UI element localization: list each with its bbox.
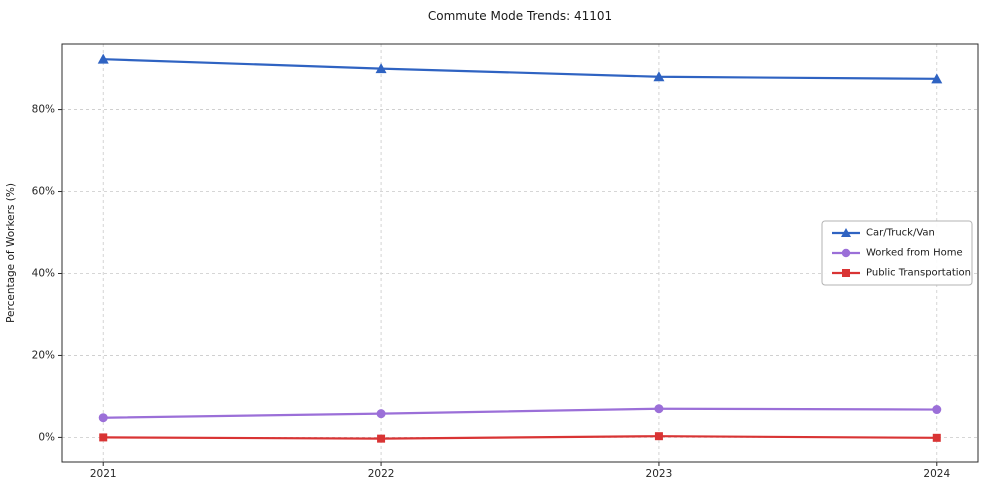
data-marker-circle: [98, 413, 108, 423]
series-public-transportation: [99, 432, 941, 443]
legend-marker-circle: [841, 248, 851, 258]
series-line: [102, 435, 938, 440]
data-marker-circle: [932, 405, 942, 415]
data-marker-circle: [376, 409, 386, 419]
legend-entry: Car/Truck/Van: [832, 228, 935, 239]
axes-border: [61, 43, 979, 463]
series-line: [102, 58, 938, 80]
plot-area: 0% 20% 40% 60% 80% 2021 2022 2023 2024 Car/Truck/…: [32, 43, 979, 480]
axes-ticks: 0% 20% 40% 60% 80% 2021 2022 2023 2024: [32, 104, 951, 480]
data-marker-square: [932, 433, 941, 442]
y-tick-label: 0%: [38, 431, 55, 443]
series-line: [102, 407, 938, 419]
legend-entry: Public Transportation: [832, 268, 971, 279]
series-car-truck-van: [97, 53, 943, 84]
data-marker-triangle: [375, 63, 387, 74]
y-tick-label: 80%: [32, 104, 55, 116]
x-tick-label: 2022: [368, 468, 395, 480]
legend-label: Worked from Home: [866, 248, 963, 259]
y-axis-label: Percentage of Workers (%): [5, 183, 17, 323]
chart-title: Commute Mode Trends: 41101: [428, 9, 612, 23]
data-marker-square: [99, 433, 108, 442]
data-marker-triangle: [653, 71, 665, 82]
legend: Car/Truck/Van Worked from Home Public Tran…: [821, 220, 973, 286]
gridlines: [62, 44, 978, 462]
legend-box: [821, 220, 973, 286]
data-marker-square: [377, 434, 386, 443]
y-tick-label: 60%: [32, 186, 55, 198]
y-tick-label: 20%: [32, 349, 55, 361]
x-tick-label: 2024: [923, 468, 950, 480]
legend-marker-square: [842, 269, 850, 277]
data-marker-triangle: [97, 53, 109, 64]
y-tick-label: 40%: [32, 267, 55, 279]
data-marker-circle: [654, 404, 664, 414]
series-worked-from-home: [98, 404, 942, 423]
legend-label: Car/Truck/Van: [866, 228, 935, 239]
x-tick-label: 2021: [90, 468, 117, 480]
x-tick-label: 2023: [646, 468, 673, 480]
data-marker-triangle: [931, 73, 943, 84]
legend-marker-triangle: [841, 228, 851, 237]
legend-entry: Worked from Home: [832, 248, 963, 259]
data-marker-square: [654, 432, 663, 441]
legend-label: Public Transportation: [866, 268, 971, 279]
